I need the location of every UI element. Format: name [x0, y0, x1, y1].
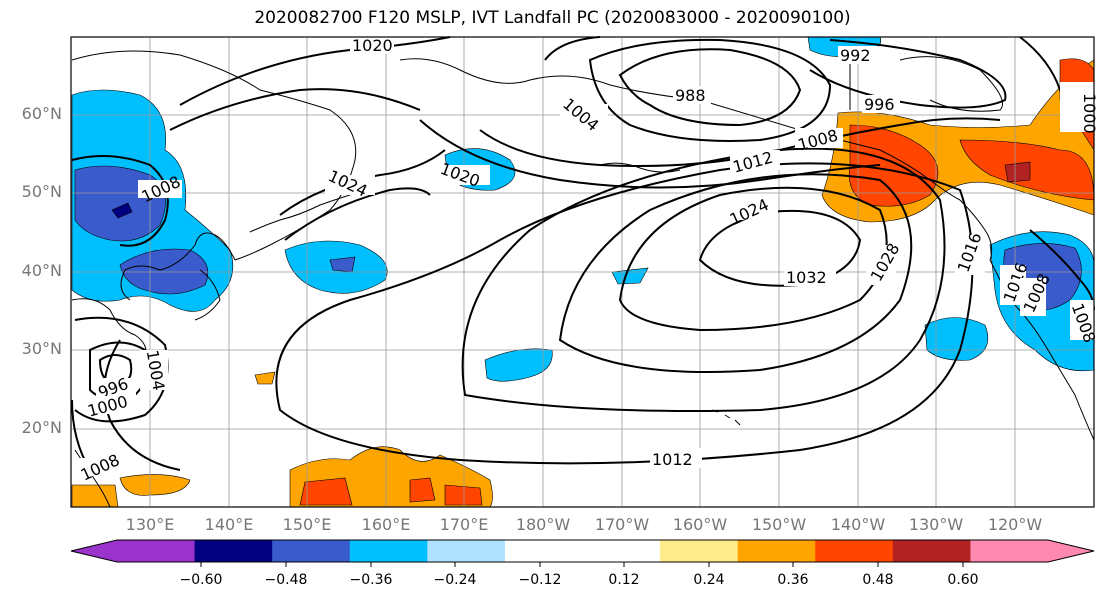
colorbar-cell: [660, 540, 739, 562]
lon-label: 180°W: [515, 515, 571, 534]
lon-label: 130°W: [908, 515, 964, 534]
colorbar-cell: [349, 540, 428, 562]
colorbar-tick-label: 0.24: [693, 572, 725, 588]
graticule: [71, 37, 1094, 507]
svg-text:992: 992: [840, 46, 871, 65]
colorbar-cell: [815, 540, 894, 562]
contour-label-1008-east: 1008: [1068, 300, 1100, 345]
lat-label-20n: 20°N: [21, 418, 62, 437]
contour-label-1012-south: 1012: [650, 448, 702, 469]
colorbar-tick-label: −0.24: [433, 572, 477, 588]
colorbar-tick-label: −0.60: [179, 572, 223, 588]
colorbar-cell: [117, 540, 196, 562]
colorbar-tick-label: −0.36: [349, 572, 393, 588]
colorbar-min-extend: [71, 540, 117, 562]
lon-label: 140°W: [830, 515, 886, 534]
svg-text:1012: 1012: [652, 450, 693, 469]
lon-label: 120°W: [987, 515, 1043, 534]
lat-label-40n: 40°N: [21, 261, 62, 280]
lat-label-30n: 30°N: [21, 339, 62, 358]
contour-label-1024-center: 1024: [726, 195, 778, 229]
colorbar-tick-label: 0.60: [947, 572, 979, 588]
contour-label-1020-top: 1020: [350, 36, 394, 55]
colorbar-max-extend: [1048, 540, 1094, 562]
contour-label-1008-north: 1008: [795, 126, 843, 155]
colorbar-tick-label: 0.36: [777, 572, 809, 588]
svg-text:996: 996: [864, 95, 895, 114]
lat-label-60n: 60°N: [21, 104, 62, 123]
colorbar-cell: [892, 540, 971, 562]
colorbar-cell: [970, 540, 1049, 562]
contour-label-988: 988: [673, 86, 711, 105]
contour-label-1004-west: 1004: [140, 349, 168, 392]
lon-label: 140°E: [204, 515, 254, 534]
colorbar-cell: [194, 540, 273, 562]
contour-label-996: 996: [862, 95, 900, 114]
colorbar-cell: [272, 540, 351, 562]
svg-text:1032: 1032: [786, 268, 827, 287]
contour-label-1032: 1032: [784, 266, 836, 287]
colorbar-tick-label: 0.12: [608, 572, 640, 588]
contour-label-992: 992: [838, 46, 878, 65]
colorbar-tick-label: 0.48: [862, 572, 894, 588]
colorbar-cell: [737, 540, 816, 562]
colorbar-cell: [427, 540, 506, 562]
lon-label: 170°W: [594, 515, 650, 534]
svg-text:1020: 1020: [352, 36, 393, 55]
colorbar-cell: [504, 540, 583, 562]
positive-shading: [71, 58, 1095, 508]
lat-label-50n: 50°N: [21, 182, 62, 201]
lon-label: 160°E: [361, 515, 411, 534]
colorbar-tick-label: −0.12: [518, 572, 562, 588]
lon-label: 150°W: [751, 515, 807, 534]
lon-label: 150°E: [282, 515, 332, 534]
colorbar-tick-label: −0.48: [264, 572, 308, 588]
colorbar-outline: [70, 539, 1095, 563]
lon-label: 130°E: [125, 515, 175, 534]
map-title: 2020082700 F120 MSLP, IVT Landfall PC (2…: [254, 8, 851, 28]
map-frame: [70, 36, 1095, 508]
contour-label-1016-coast: 1016: [954, 230, 985, 275]
colorbar-cell: [582, 540, 661, 562]
svg-text:988: 988: [675, 86, 706, 105]
lon-label: 170°E: [439, 515, 489, 534]
lon-label: 160°W: [672, 515, 728, 534]
